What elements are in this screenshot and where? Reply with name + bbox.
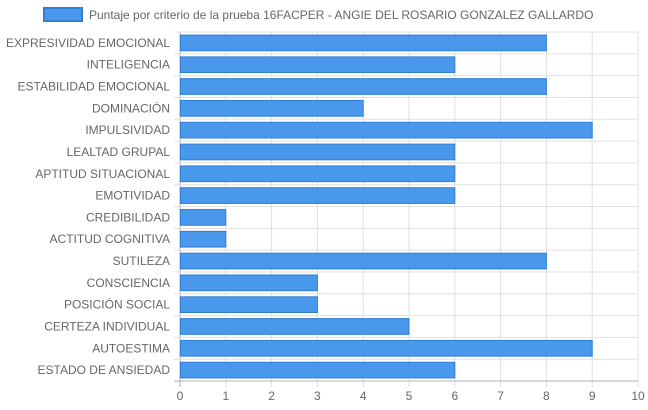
bar[interactable] — [180, 143, 456, 161]
x-tick-label: 5 — [406, 389, 413, 403]
category-label: APTITUD SITUACIONAL — [35, 167, 170, 181]
category-label: AUTOESTIMA — [92, 341, 170, 355]
category-label: LEALTAD GRUPAL — [67, 145, 171, 159]
bar[interactable] — [180, 318, 410, 335]
category-label: INTELIGENCIA — [87, 58, 170, 72]
category-labels: EXPRESIVIDAD EMOCIONAL INTELIGENCIA ESTABI… — [6, 36, 170, 377]
bar[interactable] — [180, 165, 456, 183]
bar[interactable] — [180, 56, 456, 74]
x-tick-label: 8 — [543, 389, 550, 403]
category-label: SUTILEZA — [113, 254, 170, 268]
category-label: IMPULSIVIDAD — [85, 123, 170, 137]
bar[interactable] — [180, 274, 318, 292]
x-tick-label: 10 — [631, 389, 645, 403]
category-label: POSICIÓN SOCIAL — [64, 297, 170, 312]
category-label: ACTITUD COGNITIVA — [50, 232, 170, 246]
x-tick-label: 1 — [222, 389, 229, 403]
bar[interactable] — [180, 296, 318, 314]
bar[interactable] — [180, 34, 547, 52]
x-tick-label: 4 — [360, 389, 367, 403]
bars — [180, 34, 593, 379]
category-label: ESTADO DE ANSIEDAD — [38, 363, 171, 377]
bar[interactable] — [180, 209, 227, 226]
category-label: EMOTIVIDAD — [95, 189, 170, 203]
x-tick-label: 3 — [314, 389, 321, 403]
category-label: CONSCIENCIA — [87, 276, 170, 290]
legend-label[interactable]: Puntaje por criterio de la prueba 16FACP… — [89, 8, 593, 22]
bar[interactable] — [180, 361, 456, 379]
x-tick-label: 2 — [268, 389, 275, 403]
bar[interactable] — [180, 339, 593, 357]
legend-swatch[interactable] — [43, 7, 83, 22]
category-label: CERTEZA INDIVIDUAL — [44, 319, 170, 333]
category-label: EXPRESIVIDAD EMOCIONAL — [6, 36, 170, 50]
bar[interactable] — [180, 78, 547, 95]
x-tick-label: 6 — [451, 389, 458, 403]
category-label: ESTABILIDAD EMOCIONAL — [18, 80, 171, 94]
bar[interactable] — [180, 230, 227, 248]
x-tick-label: 9 — [589, 389, 596, 403]
bar[interactable] — [180, 121, 593, 139]
category-label: DOMINACIÓN — [92, 100, 170, 115]
bar[interactable] — [180, 99, 364, 117]
bar[interactable] — [180, 252, 547, 270]
x-tick-labels: 0 1 2 3 4 5 6 7 8 9 10 — [177, 389, 645, 403]
x-tick-label: 0 — [177, 389, 184, 403]
bar[interactable] — [180, 187, 456, 204]
legend[interactable]: Puntaje por criterio de la prueba 16FACP… — [43, 7, 593, 22]
x-tick-label: 7 — [497, 389, 504, 403]
category-label: CREDIBILIDAD — [86, 210, 170, 224]
